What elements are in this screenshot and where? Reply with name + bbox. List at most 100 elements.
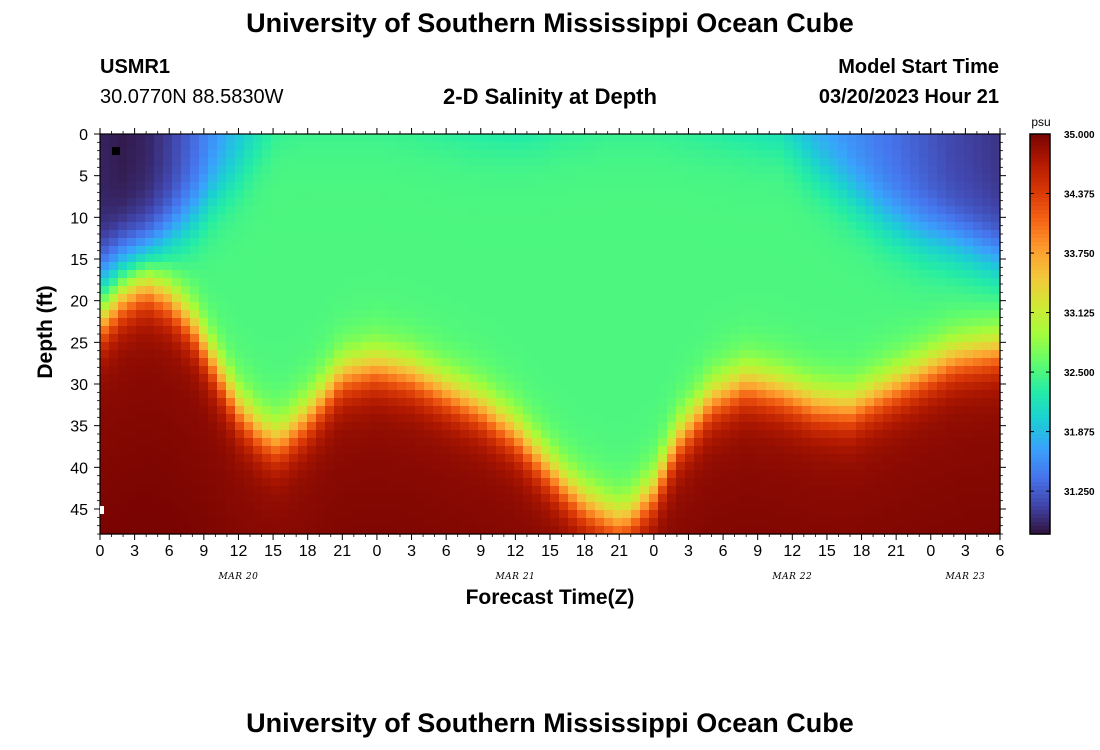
heatmap-cell	[532, 294, 542, 303]
heatmap-cell	[559, 422, 569, 431]
heatmap-cell	[154, 238, 164, 247]
heatmap-cell	[955, 134, 965, 143]
heatmap-cell	[685, 166, 695, 175]
heatmap-cell	[109, 254, 119, 263]
heatmap-cell	[361, 150, 371, 159]
heatmap-cell	[235, 294, 245, 303]
heatmap-cell	[694, 262, 704, 271]
heatmap-cell	[343, 526, 353, 535]
heatmap-cell	[883, 366, 893, 375]
heatmap-cell	[667, 382, 677, 391]
heatmap-cell	[136, 318, 146, 327]
heatmap-cell	[388, 390, 398, 399]
heatmap-cell	[343, 142, 353, 151]
heatmap-cell	[118, 318, 128, 327]
heatmap-cell	[208, 510, 218, 519]
heatmap-cell	[343, 278, 353, 287]
heatmap-cell	[397, 358, 407, 367]
heatmap-cell	[388, 190, 398, 199]
heatmap-cell	[118, 430, 128, 439]
heatmap-cell	[217, 134, 227, 143]
heatmap-cell	[100, 262, 110, 271]
heatmap-cell	[163, 494, 173, 503]
heatmap-cell	[226, 478, 236, 487]
heatmap-cell	[397, 350, 407, 359]
heatmap-cell	[505, 198, 515, 207]
heatmap-cell	[442, 238, 452, 247]
heatmap-cell	[334, 502, 344, 511]
heatmap-cell	[442, 246, 452, 255]
heatmap-cell	[784, 254, 794, 263]
heatmap-cell	[172, 374, 182, 383]
heatmap-cell	[568, 462, 578, 471]
heatmap-cell	[208, 166, 218, 175]
heatmap-cell	[568, 478, 578, 487]
heatmap-cell	[163, 206, 173, 215]
heatmap-cell	[334, 422, 344, 431]
heatmap-cell	[325, 262, 335, 271]
heatmap-cell	[514, 294, 524, 303]
heatmap-cell	[460, 270, 470, 279]
heatmap-cell	[505, 358, 515, 367]
heatmap-cell	[964, 422, 974, 431]
heatmap-cell	[289, 374, 299, 383]
heatmap-cell	[145, 198, 155, 207]
heatmap-cell	[154, 438, 164, 447]
heatmap-cell	[361, 438, 371, 447]
heatmap-cell	[154, 462, 164, 471]
heatmap-cell	[199, 462, 209, 471]
heatmap-cell	[244, 230, 254, 239]
heatmap-cell	[973, 142, 983, 151]
heatmap-cell	[649, 174, 659, 183]
heatmap-cell	[982, 150, 992, 159]
heatmap-cell	[244, 526, 254, 535]
heatmap-cell	[415, 206, 425, 215]
heatmap-cell	[433, 398, 443, 407]
heatmap-cell	[208, 454, 218, 463]
heatmap-cell	[991, 422, 1001, 431]
heatmap-cell	[505, 510, 515, 519]
heatmap-cell	[172, 382, 182, 391]
heatmap-cell	[451, 494, 461, 503]
heatmap-cell	[991, 438, 1001, 447]
heatmap-cell	[316, 422, 326, 431]
heatmap-cell	[874, 454, 884, 463]
heatmap-cell	[847, 286, 857, 295]
heatmap-cell	[757, 206, 767, 215]
heatmap-cell	[289, 190, 299, 199]
heatmap-cell	[685, 206, 695, 215]
heatmap-cell	[505, 438, 515, 447]
heatmap-cell	[982, 486, 992, 495]
heatmap-cell	[631, 350, 641, 359]
heatmap-cell	[766, 494, 776, 503]
heatmap-cell	[865, 478, 875, 487]
heatmap-cell	[766, 286, 776, 295]
heatmap-cell	[568, 350, 578, 359]
heatmap-cell	[847, 142, 857, 151]
heatmap-cell	[307, 278, 317, 287]
heatmap-cell	[100, 230, 110, 239]
heatmap-cell	[631, 262, 641, 271]
heatmap-cell	[784, 262, 794, 271]
heatmap-cell	[640, 174, 650, 183]
heatmap-cell	[298, 342, 308, 351]
heatmap-cell	[361, 366, 371, 375]
heatmap-cell	[379, 222, 389, 231]
heatmap-cell	[190, 430, 200, 439]
heatmap-cell	[658, 254, 668, 263]
heatmap-cell	[334, 358, 344, 367]
heatmap-cell	[847, 390, 857, 399]
heatmap-cell	[478, 406, 488, 415]
heatmap-cell	[739, 462, 749, 471]
heatmap-cell	[505, 206, 515, 215]
heatmap-cell	[559, 334, 569, 343]
heatmap-cell	[667, 286, 677, 295]
heatmap-cell	[865, 526, 875, 535]
heatmap-cell	[514, 358, 524, 367]
heatmap-cell	[955, 262, 965, 271]
heatmap-cell	[730, 182, 740, 191]
heatmap-cell	[442, 206, 452, 215]
heatmap-cell	[406, 470, 416, 479]
heatmap-cell	[181, 358, 191, 367]
heatmap-cell	[649, 470, 659, 479]
